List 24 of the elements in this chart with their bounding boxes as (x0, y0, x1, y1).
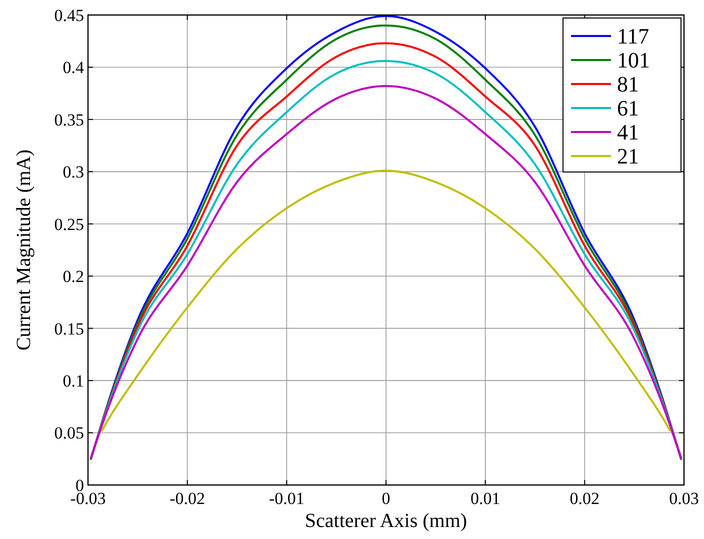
y-tick-label: 0.1 (62, 372, 84, 391)
y-tick-label: 0.4 (62, 58, 84, 78)
y-tick-label: 0.25 (54, 214, 84, 234)
y-tick-label: 0.15 (54, 319, 84, 338)
x-axis-title: Scatterer Axis (mm) (304, 510, 468, 532)
x-tick-label: -0.02 (170, 489, 206, 508)
y-tick-label: 0.3 (62, 162, 84, 182)
y-axis-title: Current Magnitude (mA) (13, 149, 35, 351)
x-tick-label: -0.01 (268, 489, 304, 508)
y-tick-label: 0.2 (62, 267, 84, 286)
legend-label: 81 (617, 72, 639, 97)
x-tick-label: 0 (382, 489, 390, 508)
legend-label: 117 (617, 24, 650, 49)
legend-label: 41 (617, 120, 639, 145)
y-tick-label: 0.45 (54, 6, 84, 25)
legend-label: 101 (617, 48, 650, 73)
legend-label: 21 (617, 144, 639, 169)
x-tick-label: 0.03 (669, 489, 699, 508)
x-tick-label: 0.02 (570, 489, 600, 508)
y-tick-label: 0.35 (54, 110, 84, 130)
y-tick-label: 0.05 (54, 424, 84, 443)
legend-label: 61 (617, 96, 639, 121)
x-tick-label: 0.01 (470, 489, 500, 508)
line-series (100, 170, 672, 432)
